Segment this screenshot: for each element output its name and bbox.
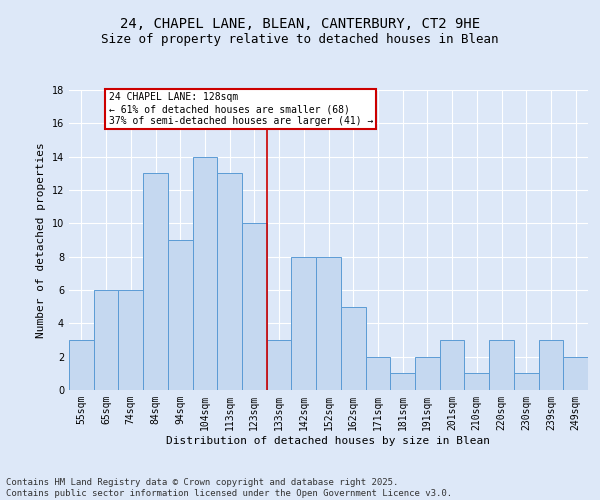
Bar — [168, 240, 193, 390]
Bar — [440, 340, 464, 390]
Bar — [563, 356, 588, 390]
Y-axis label: Number of detached properties: Number of detached properties — [36, 142, 46, 338]
Bar — [390, 374, 415, 390]
Bar — [267, 340, 292, 390]
Text: Size of property relative to detached houses in Blean: Size of property relative to detached ho… — [101, 32, 499, 46]
Bar — [193, 156, 217, 390]
Text: 24 CHAPEL LANE: 128sqm
← 61% of detached houses are smaller (68)
37% of semi-det: 24 CHAPEL LANE: 128sqm ← 61% of detached… — [109, 92, 373, 126]
Bar — [316, 256, 341, 390]
Bar — [464, 374, 489, 390]
Text: 24, CHAPEL LANE, BLEAN, CANTERBURY, CT2 9HE: 24, CHAPEL LANE, BLEAN, CANTERBURY, CT2 … — [120, 18, 480, 32]
Bar — [292, 256, 316, 390]
X-axis label: Distribution of detached houses by size in Blean: Distribution of detached houses by size … — [167, 436, 491, 446]
Bar — [94, 290, 118, 390]
Bar — [69, 340, 94, 390]
Bar — [242, 224, 267, 390]
Bar — [143, 174, 168, 390]
Bar — [341, 306, 365, 390]
Bar — [514, 374, 539, 390]
Bar — [539, 340, 563, 390]
Bar — [217, 174, 242, 390]
Text: Contains HM Land Registry data © Crown copyright and database right 2025.
Contai: Contains HM Land Registry data © Crown c… — [6, 478, 452, 498]
Bar — [415, 356, 440, 390]
Bar — [118, 290, 143, 390]
Bar — [365, 356, 390, 390]
Bar — [489, 340, 514, 390]
